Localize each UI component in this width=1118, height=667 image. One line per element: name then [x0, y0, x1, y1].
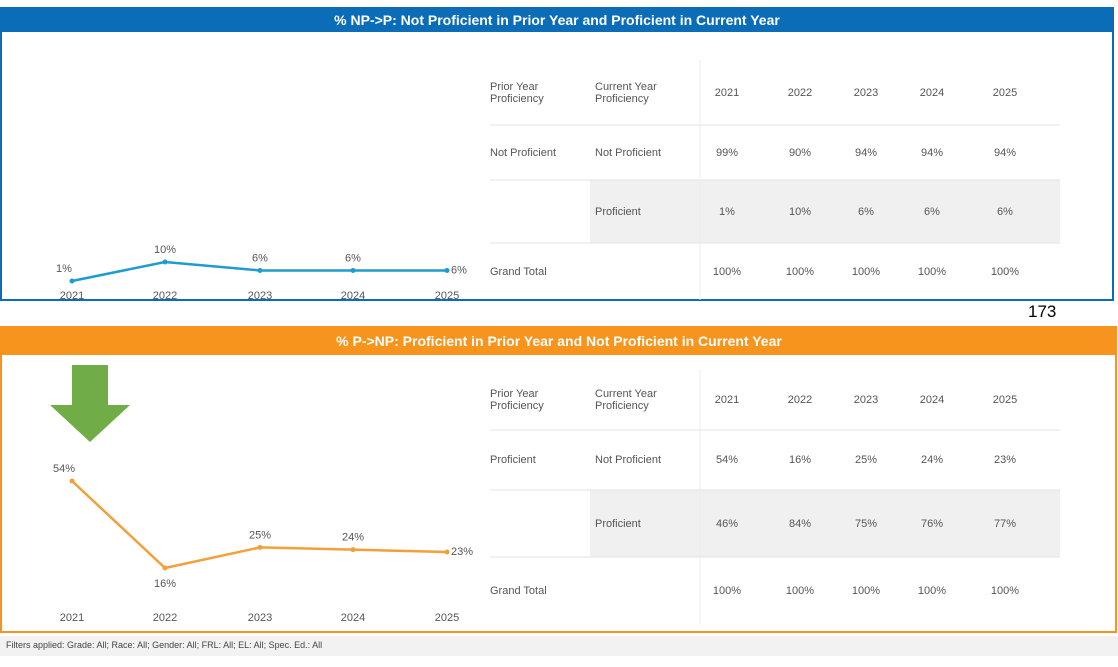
table-cell: 2021	[714, 86, 740, 99]
panel-header	[1, 327, 1116, 355]
table-cell: 100%	[851, 265, 881, 278]
table-cell: Grand Total	[490, 585, 547, 597]
table-cell: 99%	[715, 146, 739, 159]
data-label: 6%	[345, 252, 361, 264]
x-tick-label: 2025	[435, 290, 459, 302]
table-cell: 46%	[715, 517, 739, 530]
point	[444, 267, 450, 273]
point	[257, 267, 263, 273]
table-cell: 6%	[858, 205, 874, 218]
table-cell: 2022	[787, 86, 813, 99]
x-tick-label: 2024	[341, 290, 365, 302]
table-cell: 84%	[788, 517, 812, 530]
table-cell: Current Year Proficiency	[595, 388, 657, 412]
table-cell: 2024	[919, 86, 945, 99]
table-cell: 2024	[919, 394, 945, 406]
data-label: 6%	[451, 264, 467, 276]
table-cell: 100%	[990, 585, 1020, 597]
table-cell: 1%	[719, 205, 735, 218]
table-cell: 2025	[992, 394, 1018, 406]
data-label: 24%	[342, 532, 364, 544]
data-label: 1%	[56, 263, 72, 275]
table-cell: 16%	[788, 454, 812, 466]
data-label: 10%	[154, 244, 176, 256]
x-tick-label: 2023	[248, 290, 272, 302]
point	[257, 544, 263, 550]
table-cell: 100%	[785, 265, 815, 278]
table-cell: Not Proficient	[490, 146, 557, 159]
table-cell: 54%	[715, 454, 739, 466]
table-cell: 10%	[788, 205, 812, 218]
table-cell: 90%	[788, 146, 812, 159]
data-label: 23%	[451, 546, 473, 558]
table-cell: 94%	[920, 146, 944, 159]
table-cell: 2022	[787, 394, 813, 406]
table-cell: 94%	[854, 146, 878, 159]
chart-title: % P->NP: Proficient in Prior Year and No…	[336, 333, 782, 349]
table-cell: 6%	[997, 205, 1013, 218]
row-shade	[590, 490, 1060, 557]
x-tick-label: 2025	[435, 612, 459, 624]
table-cell: 77%	[993, 517, 1017, 530]
table-cell: 2023	[853, 394, 879, 406]
table-cell: Prior Year Proficiency	[490, 80, 544, 105]
x-tick-label: 2021	[60, 612, 84, 624]
table-cell: 24%	[920, 454, 944, 466]
data-label: 25%	[249, 529, 271, 541]
table-cell: Grand Total	[490, 265, 547, 278]
table-cell: 2023	[853, 86, 879, 99]
table-cell: 23%	[993, 454, 1017, 466]
point	[69, 278, 75, 284]
table-cell: 100%	[851, 585, 881, 597]
table-cell: Not Proficient	[595, 146, 662, 159]
row-shade	[590, 180, 1060, 243]
table-cell: Proficient	[595, 205, 641, 218]
point	[69, 478, 75, 484]
table-cell: 2025	[992, 86, 1018, 99]
table-cell: 100%	[990, 265, 1020, 278]
down-arrow	[50, 365, 130, 442]
table-cell: Proficient	[595, 517, 641, 530]
table-cell: 76%	[920, 517, 944, 530]
x-tick-label: 2022	[153, 612, 177, 624]
table-cell: 6%	[924, 205, 940, 218]
point	[162, 259, 168, 265]
data-label: 6%	[252, 252, 268, 264]
x-tick-label: 2022	[153, 290, 177, 302]
table-cell: Proficient	[490, 454, 536, 466]
table-cell: Prior Year Proficiency	[490, 388, 544, 412]
point	[162, 565, 168, 571]
chart-title: % NP->P: Not Proficient in Prior Year an…	[334, 12, 780, 28]
point	[444, 549, 450, 555]
table-cell: 100%	[785, 585, 815, 597]
table-cell: 100%	[917, 265, 947, 278]
table-cell: 25%	[854, 454, 878, 466]
x-tick-label: 2023	[248, 612, 272, 624]
x-tick-label: 2024	[341, 612, 365, 624]
x-tick-label: 2021	[60, 290, 84, 302]
filter-bar	[0, 636, 1118, 656]
line	[71, 480, 448, 570]
table-cell: 2021	[714, 394, 740, 406]
table-cell: Not Proficient	[595, 454, 662, 466]
data-label: 16%	[154, 578, 176, 590]
table-cell: 75%	[854, 517, 878, 530]
panel-header	[1, 8, 1113, 32]
page-number: 173	[1028, 302, 1057, 321]
point	[350, 267, 356, 273]
table-cell: Current Year Proficiency	[595, 80, 657, 105]
point	[350, 547, 356, 553]
table-cell: 94%	[993, 146, 1017, 159]
table-cell: 100%	[917, 585, 947, 597]
data-label: 54%	[53, 463, 75, 475]
table-cell: 100%	[712, 265, 742, 278]
filters: Filters applied: Grade: All; Race: All; …	[6, 640, 323, 650]
table-cell: 100%	[712, 585, 742, 597]
